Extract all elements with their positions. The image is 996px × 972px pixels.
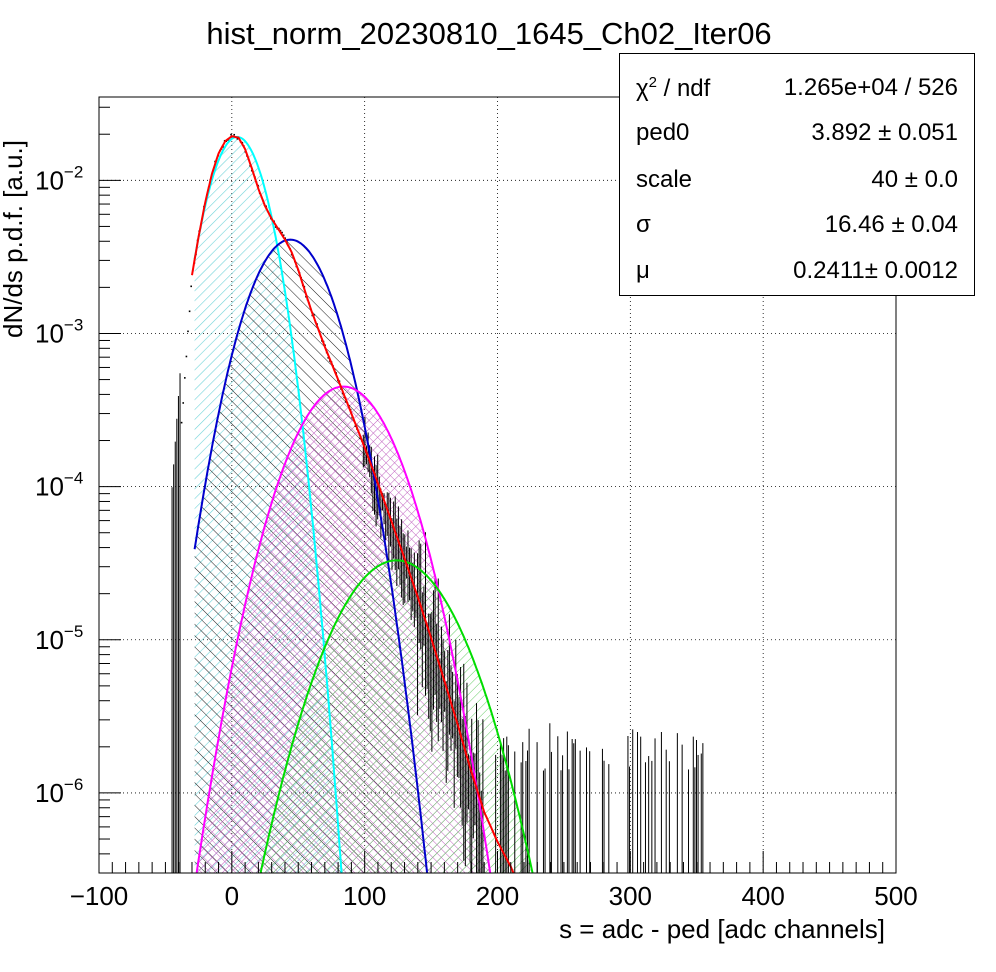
stats-row-ped0: ped0 3.892 ± 0.051 xyxy=(636,113,958,153)
y-tick-label: 10−3 xyxy=(35,315,83,348)
x-tick-label: 200 xyxy=(476,881,519,911)
data-point xyxy=(274,226,277,228)
stats-row-chi2: χ2 / ndf 1.265e+04 / 526 xyxy=(636,68,958,108)
data-point xyxy=(236,138,239,140)
y-tick-label: 10−2 xyxy=(35,162,83,195)
data-point xyxy=(230,133,232,136)
stats-value-ped0: 3.892 ± 0.051 xyxy=(811,119,958,146)
data-point xyxy=(182,402,185,404)
x-tick-label: 100 xyxy=(343,881,386,911)
x-axis-label: s = adc - ped [adc channels] xyxy=(559,914,885,944)
fit-stats-box: χ2 / ndf 1.265e+04 / 526 ped0 3.892 ± 0.… xyxy=(619,53,975,296)
x-tick-label: 300 xyxy=(609,881,652,911)
axis-ticks xyxy=(98,106,897,874)
fit-curves xyxy=(191,135,534,873)
x-tick-label: −100 xyxy=(70,881,129,911)
data-point xyxy=(188,310,191,313)
data-point xyxy=(190,285,192,288)
data-point xyxy=(233,133,236,136)
stats-row-mu: μ 0.2411± 0.0012 xyxy=(636,251,958,291)
data-point xyxy=(180,421,183,424)
y-axis-label: dN/ds p.d.f. [a.u.] xyxy=(0,140,28,338)
x-tick-label: 500 xyxy=(874,881,917,911)
y-tick-label: 10−4 xyxy=(35,469,83,502)
stats-label-scale: scale xyxy=(636,166,693,193)
stats-value-chi2: 1.265e+04 / 526 xyxy=(783,74,958,101)
stats-label-chi2: χ2 / ndf xyxy=(636,73,711,102)
stats-row-sigma: σ 16.46 ± 0.04 xyxy=(636,205,958,245)
stats-label-sigma: σ xyxy=(636,211,651,238)
data-point xyxy=(281,231,283,234)
component-3pe-curve xyxy=(259,559,534,873)
data-point xyxy=(185,355,188,358)
stats-value-scale: 40 ± 0.0 xyxy=(871,166,958,193)
total-fit-curve xyxy=(191,135,515,873)
y-tick-labels: 10−2 10−3 10−4 10−5 10−6 xyxy=(35,162,83,808)
component-fills xyxy=(194,136,533,873)
data-point xyxy=(282,234,285,237)
stats-label-mu: μ xyxy=(636,257,650,284)
component-1pe-curve xyxy=(193,238,429,873)
stats-value-mu: 0.2411± 0.0012 xyxy=(793,257,958,284)
stats-row-scale: scale 40 ± 0.0 xyxy=(636,160,958,200)
component-2pe-curve xyxy=(195,385,492,873)
x-tick-label: 0 xyxy=(225,881,239,911)
y-tick-label: 10−5 xyxy=(35,622,83,655)
x-tick-labels: −100 0 100 200 300 400 500 xyxy=(70,881,918,911)
data-point xyxy=(187,330,189,333)
component-0pe-curve xyxy=(193,135,343,873)
stats-value-sigma: 16.46 ± 0.04 xyxy=(824,211,958,238)
stats-label-ped0: ped0 xyxy=(636,119,690,146)
y-tick-label: 10−6 xyxy=(35,775,83,808)
data-point xyxy=(184,377,186,379)
x-tick-label: 400 xyxy=(741,881,784,911)
chart-title: hist_norm_20230810_1645_Ch02_Iter06 xyxy=(206,16,771,51)
